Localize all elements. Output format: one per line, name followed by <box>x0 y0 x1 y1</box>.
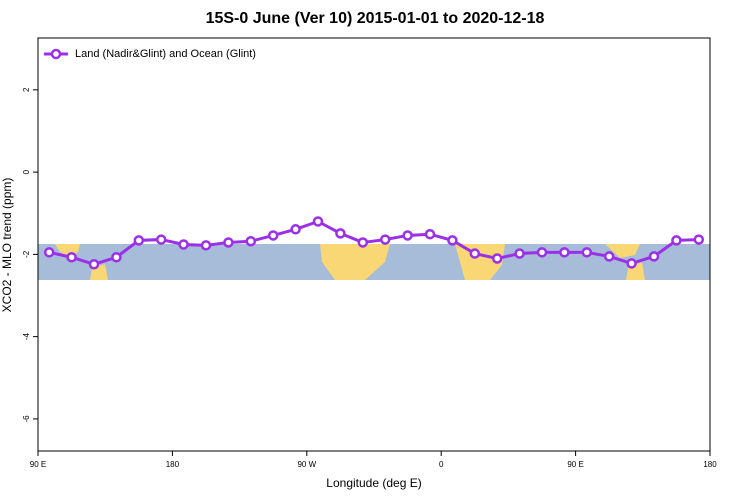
legend-marker <box>50 48 62 60</box>
point <box>469 248 481 259</box>
plot-frame <box>37 37 711 452</box>
point <box>335 228 346 239</box>
x-tick-label: 180 <box>703 460 717 469</box>
point <box>424 228 436 240</box>
point <box>223 237 234 248</box>
point <box>178 239 189 250</box>
point <box>290 224 301 235</box>
x-axis-label: Longitude (deg E) <box>326 476 421 490</box>
point <box>626 258 637 269</box>
y-tick-label: -4 <box>22 333 31 341</box>
point <box>267 230 279 241</box>
point <box>357 237 369 248</box>
point <box>312 216 324 227</box>
point <box>200 240 212 251</box>
point <box>536 247 548 258</box>
x-tick-label: 90 E <box>567 460 583 469</box>
point <box>133 235 145 246</box>
point <box>402 230 413 241</box>
point <box>111 252 122 263</box>
point <box>603 251 615 262</box>
y-tick-label: 2 <box>22 87 31 92</box>
x-tick-label: 90 E <box>30 460 46 469</box>
point <box>559 247 570 258</box>
point <box>447 235 458 246</box>
y-axis-label: XCO2 - MLO trend (ppm) <box>0 178 14 313</box>
point <box>514 248 525 259</box>
point <box>491 253 503 264</box>
point <box>671 235 682 246</box>
point <box>693 234 705 245</box>
y-tick-label: -2 <box>22 250 31 258</box>
legend-label: Land (Nadir&Glint) and Ocean (Glint) <box>75 48 256 60</box>
point <box>581 247 593 258</box>
point <box>245 235 257 247</box>
x-tick-label: 0 <box>439 460 444 469</box>
x-tick-label: 180 <box>166 460 180 469</box>
y-tick-label: -6 <box>22 415 31 423</box>
x-tick-label: 90 W <box>297 460 316 469</box>
point <box>88 258 100 270</box>
point <box>43 247 55 258</box>
point <box>648 251 660 262</box>
point <box>66 252 77 263</box>
chart-title: 15S-0 June (Ver 10) 2015-01-01 to 2020-1… <box>206 10 545 27</box>
point <box>155 234 167 245</box>
map-background <box>38 244 710 280</box>
y-tick-label: 0 <box>22 169 31 174</box>
point <box>379 234 391 245</box>
